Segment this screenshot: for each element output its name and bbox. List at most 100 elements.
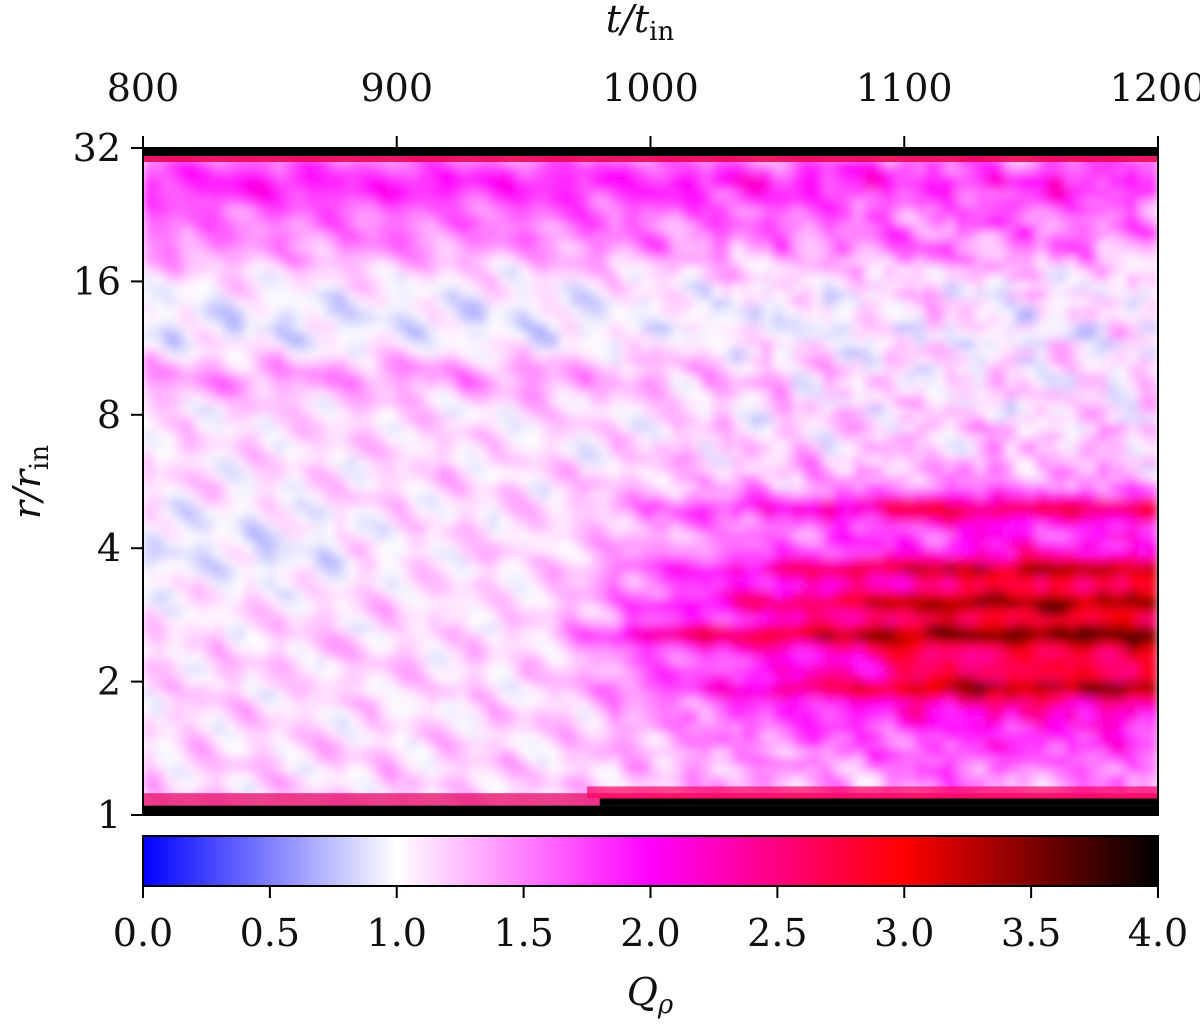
heatmap-cell <box>406 656 418 666</box>
heatmap-cell <box>214 398 225 408</box>
heatmap-cell <box>254 331 266 341</box>
heatmap-cell <box>721 406 733 416</box>
heatmap-cell <box>508 298 520 308</box>
heatmap-cell <box>376 414 388 424</box>
heatmap-cell <box>620 439 631 449</box>
heatmap-cell <box>762 656 773 666</box>
heatmap-cell <box>356 606 367 616</box>
heatmap-cell <box>640 664 652 674</box>
heatmap-cell <box>477 323 489 333</box>
heatmap-cell <box>274 331 286 341</box>
heatmap-cell <box>498 373 509 383</box>
heatmap-cell <box>406 614 418 624</box>
heatmap-cell <box>224 623 235 633</box>
heatmap-cell <box>609 639 621 649</box>
heatmap-cell <box>721 198 733 207</box>
heatmap-cell <box>508 281 520 291</box>
heatmap-cell <box>589 581 601 591</box>
heatmap-cell <box>518 589 530 599</box>
heatmap-cell <box>163 239 175 249</box>
heatmap-cell <box>467 356 479 366</box>
heatmap-cell <box>579 448 591 458</box>
heatmap-cell <box>528 573 540 583</box>
heatmap-cell <box>457 214 469 224</box>
heatmap-cell <box>549 298 560 308</box>
heatmap-cell <box>143 689 154 699</box>
heatmap-cell <box>467 714 479 724</box>
heatmap-cell <box>427 164 438 174</box>
heatmap-cell <box>741 239 753 249</box>
heatmap-cell <box>650 564 662 574</box>
heatmap-cell <box>741 606 753 616</box>
heatmap-cell <box>701 298 712 308</box>
heatmap-cell <box>417 181 428 191</box>
heatmap-cell <box>660 548 672 558</box>
heatmap-cell <box>366 273 378 282</box>
heatmap-cell <box>447 181 459 191</box>
heatmap-cell <box>376 339 388 349</box>
heatmap-cell <box>741 389 753 399</box>
heatmap-cell <box>386 648 398 658</box>
heatmap-cell <box>346 448 357 458</box>
heatmap-cell <box>315 631 327 641</box>
heatmap-cell <box>599 506 611 516</box>
heatmap-cell <box>376 489 388 499</box>
heatmap-cell <box>447 289 459 299</box>
heatmap-cell <box>630 281 641 291</box>
heatmap-cell <box>346 264 357 274</box>
heatmap-cell <box>457 356 469 366</box>
heatmap-cell <box>457 506 469 516</box>
heatmap-cell <box>599 548 611 558</box>
heatmap-cell <box>346 373 357 383</box>
heatmap-cell <box>203 523 215 533</box>
heatmap-cell <box>762 764 773 774</box>
heatmap-cell <box>386 764 398 774</box>
heatmap-cell <box>467 523 479 533</box>
heatmap-cell <box>518 631 530 641</box>
heatmap-cell <box>518 389 530 399</box>
heatmap-cell <box>427 539 438 549</box>
heatmap-cell <box>427 281 438 291</box>
heatmap-cell <box>335 656 347 666</box>
heatmap-cell <box>183 389 195 399</box>
heatmap-cell <box>163 331 175 341</box>
heatmap-cell <box>538 639 550 649</box>
heatmap-cell <box>203 548 215 558</box>
heatmap-cell <box>579 414 591 424</box>
heatmap-cell <box>143 389 154 399</box>
heatmap-cell <box>437 464 449 474</box>
heatmap-cell <box>305 781 317 791</box>
heatmap-cell <box>163 414 175 424</box>
heatmap-cell <box>457 631 469 641</box>
heatmap-cell <box>528 164 540 174</box>
heatmap-cell <box>346 206 357 216</box>
heatmap-cell <box>244 764 256 774</box>
heatmap-cell <box>538 181 550 191</box>
heatmap-cell <box>599 756 611 766</box>
heatmap-cell <box>254 573 266 583</box>
heatmap-cell <box>193 673 205 683</box>
heatmap-cell <box>691 531 702 541</box>
heatmap-cell <box>295 764 306 774</box>
heatmap-cell <box>640 648 652 658</box>
heatmap-cell <box>549 406 560 416</box>
heatmap-cell <box>143 664 154 674</box>
heatmap-cell <box>701 498 712 508</box>
heatmap-cell <box>315 164 327 174</box>
heatmap-cell <box>630 206 641 216</box>
heatmap-cell <box>325 781 337 791</box>
heatmap-cell <box>366 323 378 333</box>
heatmap-cell <box>335 548 347 558</box>
heatmap-cell <box>650 656 662 666</box>
heatmap-cell <box>467 389 479 399</box>
heatmap-cell <box>640 281 652 291</box>
heatmap-cell <box>559 398 570 408</box>
heatmap-cell <box>406 181 418 191</box>
heatmap-cell <box>427 298 438 308</box>
heatmap-cell <box>660 381 672 391</box>
heatmap-cell <box>741 298 753 308</box>
heatmap-cell <box>417 573 428 583</box>
heatmap-cell <box>376 256 388 266</box>
heatmap-cell <box>264 631 276 641</box>
heatmap-cell <box>589 556 601 566</box>
